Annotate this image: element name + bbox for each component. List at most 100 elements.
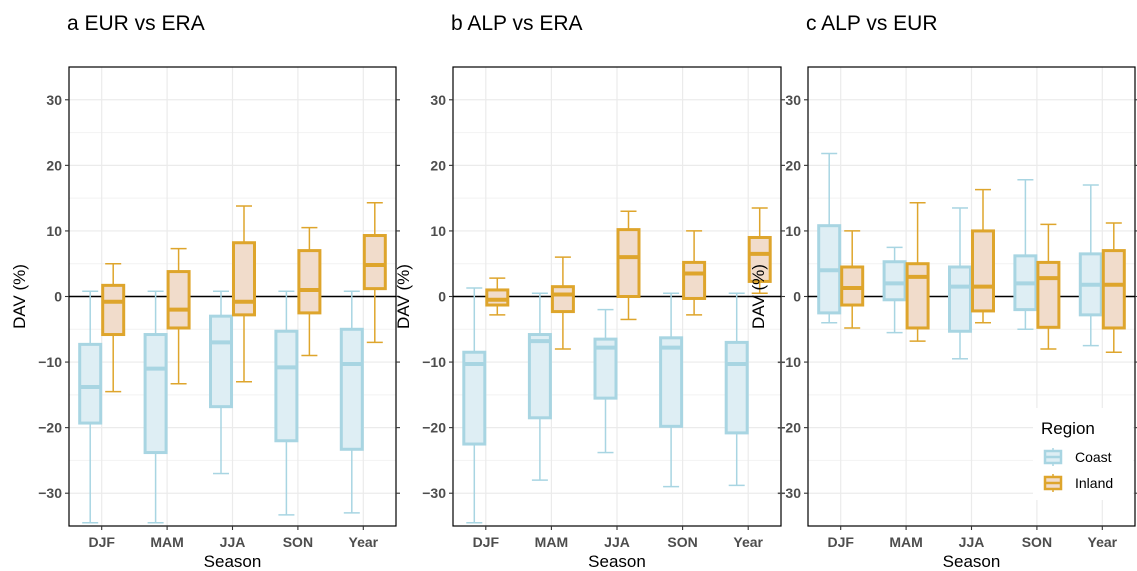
box-inland-djf <box>101 262 126 393</box>
x-tick-label: JJA <box>959 534 985 550</box>
box-body <box>78 342 103 425</box>
box-inland-djf <box>485 277 510 316</box>
y-tick-label: 10 <box>785 223 801 239</box>
y-tick-label: 30 <box>785 92 801 108</box>
box-inland-year <box>362 201 387 344</box>
box-coast-mam <box>882 246 907 334</box>
box-coast-jja <box>948 207 972 360</box>
x-tick-label: MAM <box>150 534 183 550</box>
box-inland-mam <box>905 201 930 342</box>
box-inland-son <box>297 226 322 357</box>
x-tick-label: MAM <box>535 534 568 550</box>
panel-title: a EUR vs ERA <box>67 12 205 35</box>
box-body <box>1036 260 1061 329</box>
box-body <box>905 262 930 330</box>
box-body <box>593 337 618 400</box>
x-axis-title: Season <box>204 552 262 571</box>
box-inland-son <box>682 230 707 316</box>
box-body <box>462 350 487 446</box>
y-tick-label: 20 <box>785 157 801 173</box>
box-coast-mam <box>527 292 552 481</box>
y-tick-label: −20 <box>422 420 446 436</box>
panel-title: c ALP vs EUR <box>806 12 938 35</box>
y-tick-label: 0 <box>793 289 801 305</box>
y-tick-label: −20 <box>777 420 801 436</box>
y-axis-title: DAV (%) <box>10 264 29 329</box>
legend-title: Region <box>1041 419 1095 438</box>
x-tick-label: SON <box>667 534 697 550</box>
box-body <box>166 270 191 330</box>
box-coast-djf <box>462 287 487 524</box>
box-body <box>339 327 364 451</box>
x-axis-title: Season <box>943 552 1001 571</box>
legend-label: Coast <box>1075 449 1112 465</box>
y-tick-label: 0 <box>438 289 446 305</box>
box-body <box>550 285 575 314</box>
box-body <box>274 329 299 443</box>
box-body <box>971 229 995 313</box>
box-coast-son <box>274 290 299 516</box>
x-tick-label: SON <box>283 534 313 550</box>
box-body <box>362 234 387 291</box>
box-inland-son <box>1036 223 1061 350</box>
x-tick-label: Year <box>733 534 763 550</box>
y-tick-label: 30 <box>430 92 446 108</box>
box-body <box>659 336 684 428</box>
box-coast-djf <box>817 152 842 324</box>
box-coast-son <box>1013 179 1038 331</box>
box-inland-year <box>747 207 772 294</box>
legend: Region Coast Inland <box>1033 408 1133 500</box>
y-tick-label: 20 <box>430 157 446 173</box>
box-body <box>747 235 772 283</box>
box-body <box>527 333 552 420</box>
panel-a: −30 −20 −10 0 10 20 30 DJF MAM JJA SON Year Season DA… <box>10 12 400 571</box>
y-tick-label: −10 <box>777 354 801 370</box>
box-body <box>297 249 322 315</box>
x-tick-label: MAM <box>889 534 922 550</box>
y-tick-label: −10 <box>38 354 62 370</box>
x-tick-label: DJF <box>88 534 115 550</box>
box-coast-djf <box>78 290 103 524</box>
y-axis-title: DAV (%) <box>749 264 768 329</box>
x-tick-label: DJF <box>827 534 854 550</box>
box-body <box>143 333 168 455</box>
x-tick-label: JJA <box>604 534 630 550</box>
y-tick-label: 10 <box>430 223 446 239</box>
x-tick-label: Year <box>1088 534 1118 550</box>
box-coast-year <box>1078 184 1103 347</box>
box-inland-jja <box>232 205 256 383</box>
legend-label: Inland <box>1075 475 1113 491</box>
box-coast-year <box>724 292 749 487</box>
legend-key-inland <box>1043 474 1063 492</box>
panel-title: b ALP vs ERA <box>451 12 583 35</box>
box-body <box>724 340 749 435</box>
y-tick-label: −10 <box>422 354 446 370</box>
y-tick-label: −30 <box>422 485 446 501</box>
panel-b: −30 −20 −10 0 10 20 30 DJF MAM JJA SON Year Season DA… <box>394 12 785 571</box>
y-tick-label: 10 <box>46 223 62 239</box>
y-tick-label: 20 <box>46 157 62 173</box>
box-coast-mam <box>143 290 168 524</box>
y-tick-label: 30 <box>46 92 62 108</box>
box-inland-mam <box>550 256 575 350</box>
box-body <box>209 314 233 409</box>
box-coast-jja <box>593 308 618 454</box>
box-coast-son <box>659 292 684 488</box>
y-tick-label: −20 <box>38 420 62 436</box>
box-body <box>101 283 126 337</box>
y-tick-label: 0 <box>54 289 62 305</box>
box-coast-jja <box>209 290 233 475</box>
x-tick-label: SON <box>1022 534 1052 550</box>
y-axis-title: DAV (%) <box>394 264 413 329</box>
box-body <box>485 288 510 307</box>
x-tick-label: DJF <box>473 534 500 550</box>
x-tick-label: JJA <box>220 534 246 550</box>
box-coast-year <box>339 290 364 514</box>
box-body <box>232 241 256 317</box>
x-tick-label: Year <box>349 534 379 550</box>
box-body <box>682 260 707 300</box>
box-body <box>948 265 972 333</box>
box-body <box>1101 249 1126 330</box>
y-tick-label: −30 <box>38 485 62 501</box>
box-inland-jja <box>616 210 641 321</box>
